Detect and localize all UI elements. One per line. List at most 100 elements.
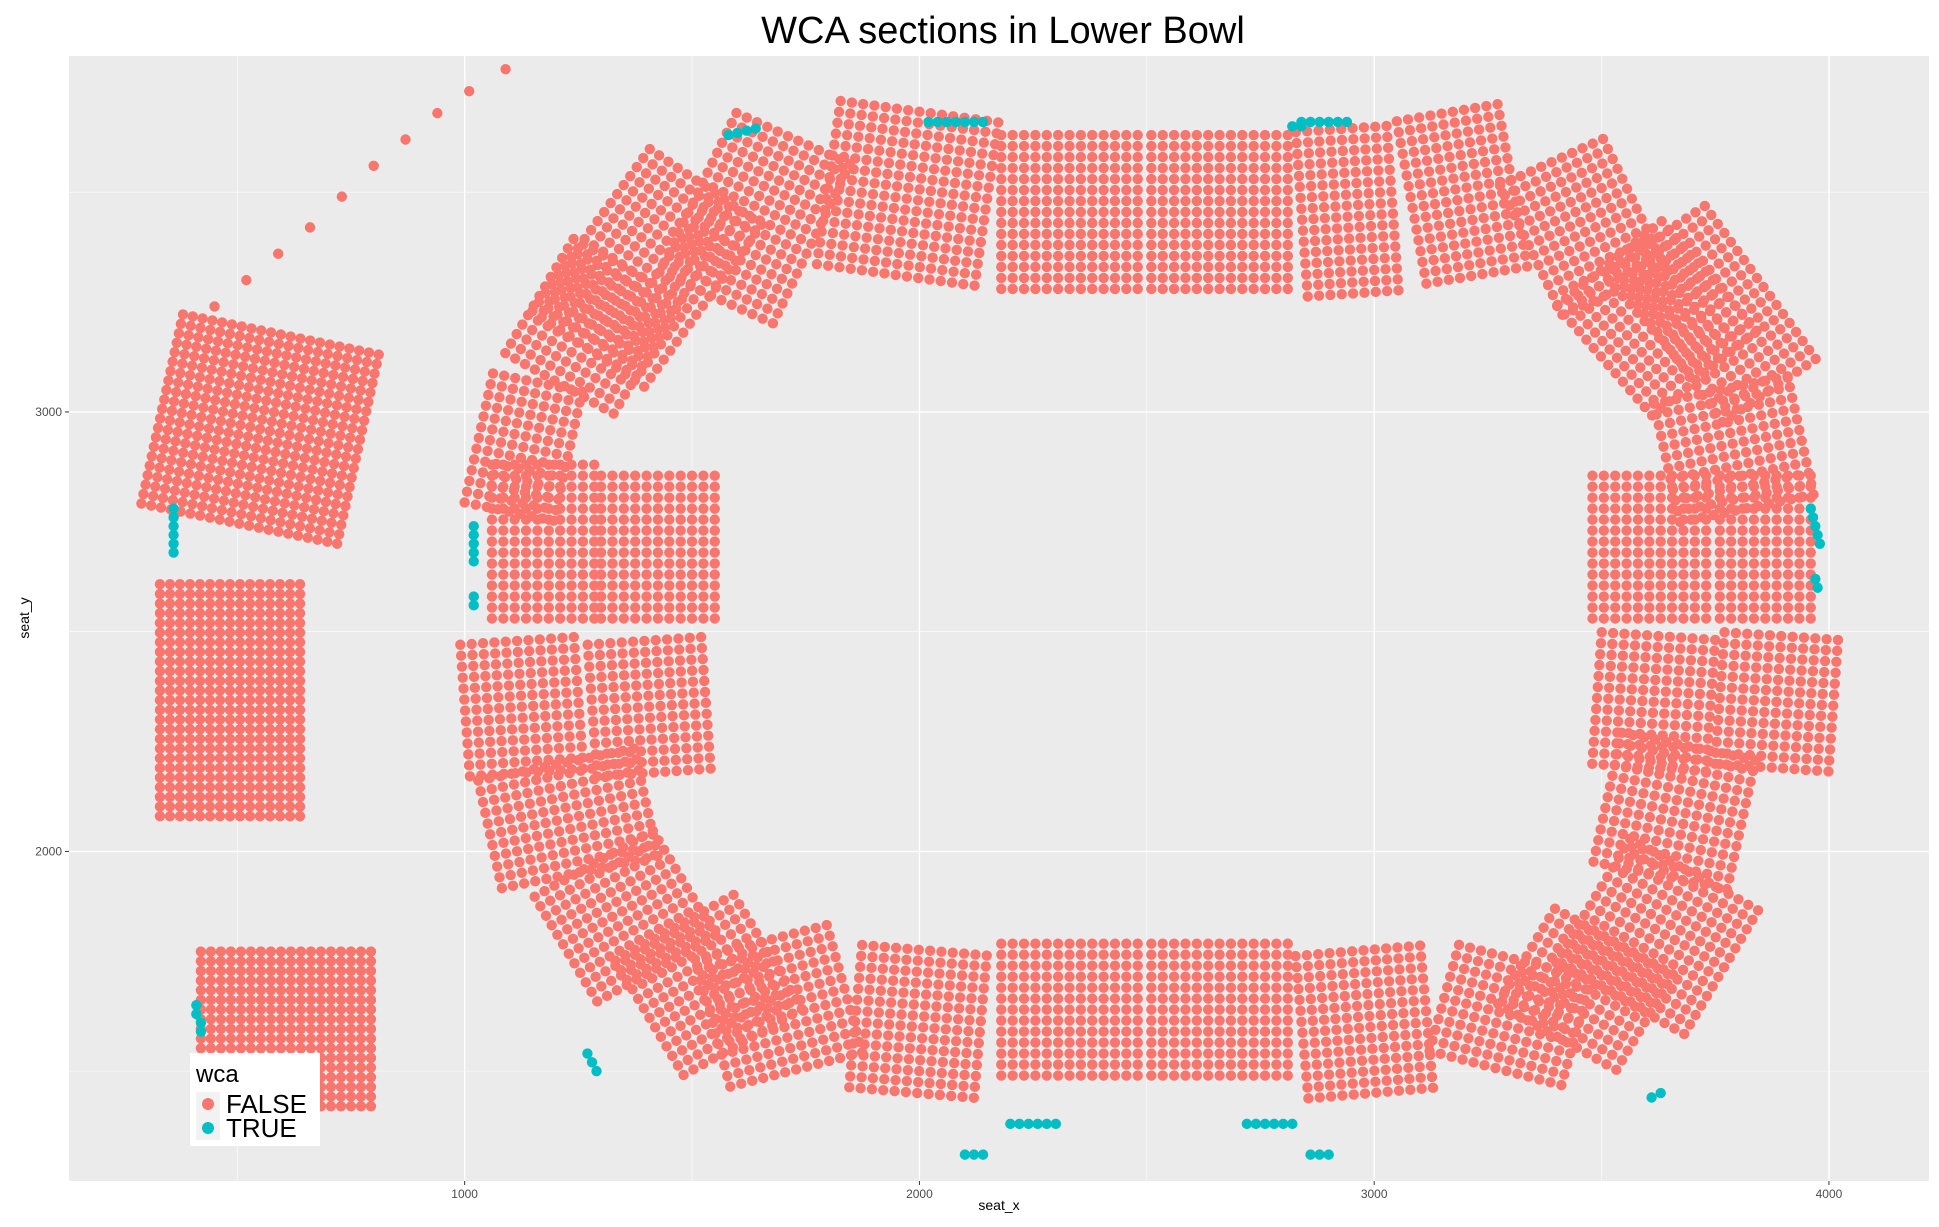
point-false: [504, 450, 516, 461]
point-false: [1052, 250, 1064, 262]
point-false: [475, 759, 486, 770]
point-false: [1363, 999, 1374, 1011]
point-false: [666, 266, 678, 277]
point-false: [1379, 1053, 1390, 1065]
point-false: [1566, 953, 1577, 964]
point-false: [983, 182, 994, 193]
point-false: [733, 231, 745, 242]
point-false: [1146, 960, 1157, 971]
point-false: [559, 665, 571, 676]
point-false: [1639, 1017, 1650, 1028]
point-false: [1457, 160, 1468, 172]
point-false: [1635, 854, 1646, 866]
point-false: [1132, 283, 1143, 295]
point-false: [1747, 717, 1758, 728]
point-false: [1479, 1060, 1490, 1071]
point-false: [1575, 310, 1586, 321]
point-false: [979, 972, 990, 983]
point-false: [466, 464, 477, 476]
point-false: [1689, 754, 1701, 765]
point-false: [1681, 381, 1693, 393]
point-false: [1558, 260, 1570, 271]
point-false: [1723, 291, 1735, 303]
point-false: [1626, 290, 1637, 302]
point-false: [1348, 134, 1359, 145]
point-false: [758, 180, 770, 192]
point-false: [518, 822, 529, 833]
point-false: [1109, 971, 1121, 982]
point-false: [1298, 1038, 1309, 1049]
point-false: [895, 1020, 906, 1031]
point-false: [496, 381, 507, 392]
point-false: [564, 767, 575, 779]
point-false: [1593, 670, 1604, 682]
point-false: [688, 687, 699, 698]
point-false: [535, 796, 547, 807]
point-false: [1098, 982, 1109, 993]
point-false: [1631, 888, 1643, 899]
point-false: [1713, 714, 1724, 726]
point-false: [466, 638, 477, 650]
point-false: [600, 726, 611, 737]
point-false: [464, 475, 475, 487]
point-false: [595, 569, 607, 580]
point-false: [1719, 361, 1730, 373]
point-false: [666, 878, 677, 890]
point-false: [620, 692, 631, 703]
point-false: [782, 130, 794, 142]
point-false: [1282, 206, 1293, 218]
point-false: [1573, 1018, 1584, 1029]
point-false: [1725, 236, 1737, 248]
point-false: [1168, 949, 1180, 960]
point-false: [977, 225, 988, 237]
point-false: [1641, 641, 1652, 652]
point-false: [1456, 216, 1467, 228]
point-false: [1098, 261, 1109, 273]
point-false: [1437, 175, 1448, 186]
point-false: [686, 558, 698, 569]
point-false: [1132, 228, 1143, 240]
point-false: [1064, 228, 1075, 240]
point-false: [559, 292, 571, 303]
point-false: [1685, 930, 1696, 942]
point-false: [1064, 949, 1075, 960]
point-false: [1636, 967, 1648, 978]
point-false: [1619, 1006, 1631, 1017]
point-false: [1665, 344, 1676, 356]
point-false: [1404, 952, 1415, 963]
point-false: [1601, 960, 1613, 971]
point-false: [1007, 283, 1018, 295]
point-false: [936, 1067, 948, 1079]
point-false: [1180, 151, 1191, 163]
point-false: [912, 195, 924, 206]
point-false: [715, 1004, 726, 1015]
point-false: [1407, 202, 1418, 214]
point-false: [871, 1029, 883, 1040]
point-false: [1728, 660, 1739, 672]
point-false: [786, 963, 797, 974]
point-false: [1300, 269, 1312, 280]
point-false: [1420, 211, 1431, 222]
point-false: [1007, 151, 1018, 163]
point-false: [1562, 1058, 1573, 1070]
point-false: [1607, 950, 1618, 962]
point-false: [911, 128, 922, 139]
point-false: [738, 1043, 749, 1055]
point-false: [1357, 1066, 1369, 1077]
point-false: [1752, 640, 1763, 651]
point-false: [524, 798, 536, 809]
point-false: [1673, 298, 1684, 310]
point-false: [1449, 117, 1460, 128]
point-false: [639, 939, 651, 950]
point-false: [1109, 151, 1121, 163]
point-false: [596, 806, 607, 817]
point-false: [859, 243, 871, 254]
point-false: [1686, 316, 1697, 328]
point-false: [880, 257, 892, 268]
point-false: [802, 936, 813, 947]
point-false: [1202, 283, 1214, 295]
point-false: [539, 281, 551, 292]
point-false: [1375, 1009, 1386, 1021]
point-false: [567, 322, 579, 333]
point-false: [1671, 687, 1683, 698]
